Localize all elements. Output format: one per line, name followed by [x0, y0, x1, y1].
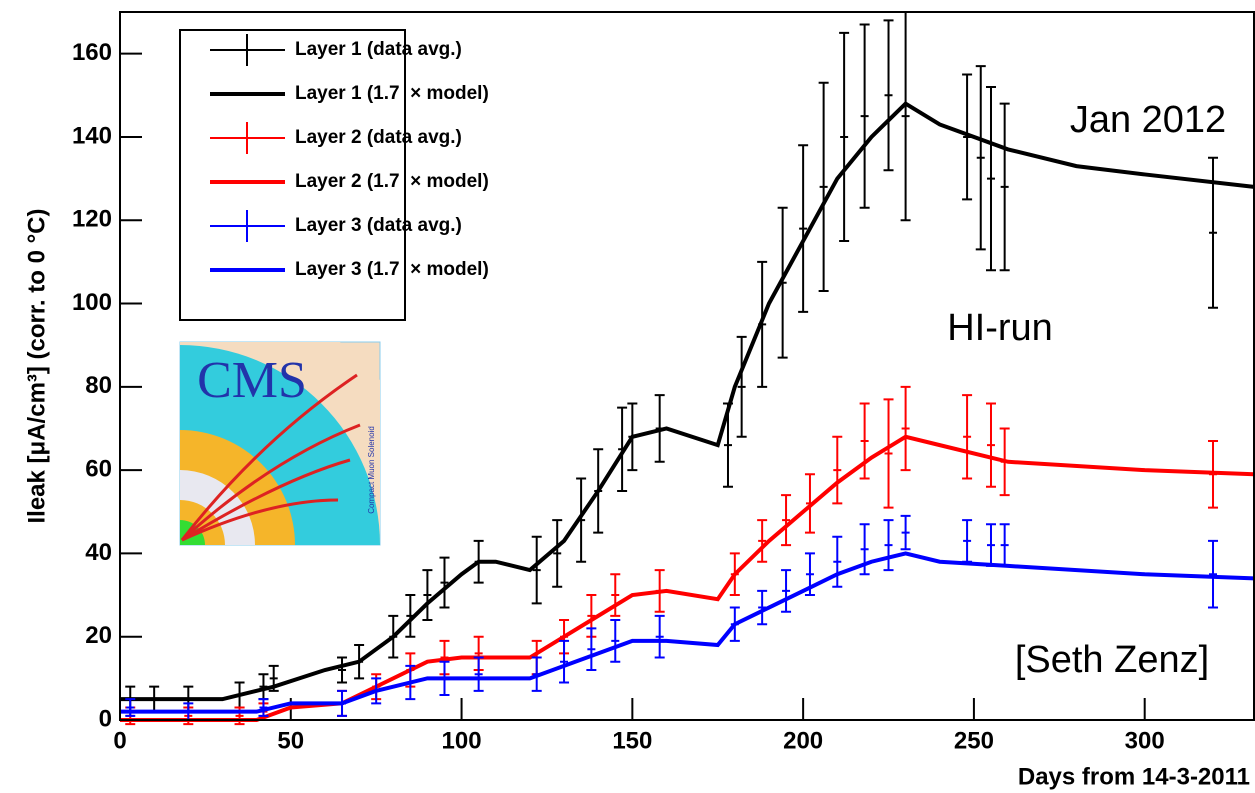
legend-label: Layer 1 (data avg.): [295, 39, 462, 60]
error-bar: [962, 519, 973, 563]
error-bar: [258, 698, 269, 717]
y-tick-label: 60: [85, 455, 112, 482]
error-bar: [985, 523, 996, 567]
error-bar: [617, 406, 628, 492]
error-bar: [883, 398, 894, 509]
error-bar: [832, 535, 843, 588]
error-bar: [900, 514, 911, 551]
legend-label: Layer 3 (1.7 × model): [295, 259, 489, 280]
x-tick-label: 250: [954, 727, 994, 754]
error-bar: [422, 569, 433, 622]
error-bar: [839, 31, 850, 243]
error-bar: [610, 573, 621, 617]
x-tick-label: 300: [1125, 727, 1165, 754]
error-bar: [962, 394, 973, 480]
legend-label: Layer 2 (1.7 × model): [295, 171, 489, 192]
y-tick-label: 100: [72, 289, 112, 316]
error-bar: [900, 385, 911, 472]
error-bar: [859, 23, 870, 209]
error-bar: [1208, 539, 1219, 609]
error-bar: [999, 523, 1010, 567]
error-bar: [439, 556, 450, 609]
error-bar: [883, 519, 894, 572]
error-bar: [473, 656, 484, 692]
y-tick-label: 120: [72, 206, 112, 233]
error-bar: [804, 552, 815, 597]
error-bar: [781, 569, 792, 613]
error-bar: [962, 73, 973, 201]
error-bar: [781, 494, 792, 547]
annotation: [Seth Zenz]: [1015, 639, 1209, 681]
error-bar: [818, 81, 829, 293]
error-bar: [757, 519, 768, 563]
y-tick-label: 160: [72, 39, 112, 66]
model-line: [120, 101, 1255, 702]
model-line: [120, 551, 1255, 714]
error-bar: [559, 639, 570, 684]
error-bar: [859, 523, 870, 576]
annotation: HI-run: [947, 307, 1053, 349]
error-bar: [757, 589, 768, 626]
error-bar: [586, 627, 597, 672]
error-bar: [900, 11, 911, 222]
error-bar: [610, 619, 621, 663]
error-bar: [832, 435, 843, 505]
x-tick-label: 50: [277, 727, 304, 754]
error-bar: [125, 698, 136, 717]
error-bar: [531, 535, 542, 605]
legend-label: Layer 3 (data avg.): [295, 215, 462, 236]
logo-text: CMS: [197, 352, 307, 409]
error-bar: [859, 402, 870, 480]
logo-subtext: Compact Muon Solenoid: [367, 426, 376, 514]
y-tick-label: 40: [85, 539, 112, 566]
x-axis-label: Days from 14-3-2011: [1018, 763, 1250, 790]
y-tick-label: 20: [85, 622, 112, 649]
error-bar: [654, 614, 665, 659]
error-bar: [1208, 156, 1219, 309]
error-bar: [234, 706, 245, 726]
error-bar: [999, 102, 1010, 272]
error-bar: [576, 477, 587, 563]
legend-box: [179, 29, 406, 321]
x-tick-label: 100: [442, 727, 482, 754]
x-tick-label: 0: [113, 727, 126, 754]
error-bar: [552, 519, 563, 588]
x-tick-label: 200: [783, 727, 823, 754]
annotation: Jan 2012: [1070, 99, 1226, 141]
legend-label: Layer 2 (data avg.): [295, 127, 462, 148]
error-bar: [798, 144, 809, 313]
y-tick-label: 140: [72, 122, 112, 149]
plot-frame: [119, 11, 1255, 721]
error-bar: [337, 656, 348, 684]
error-bar: [883, 19, 894, 172]
legend-label: Layer 1 (1.7 × model): [295, 83, 489, 104]
y-tick-label: 0: [99, 705, 112, 732]
model-line: [120, 434, 1255, 722]
x-tick-label: 150: [612, 727, 652, 754]
y-tick-label: 80: [85, 372, 112, 399]
error-bar: [985, 402, 996, 488]
error-bar: [975, 65, 986, 251]
error-bar: [405, 594, 416, 638]
error-bar: [268, 664, 279, 692]
y-axis-label: Ileak [μA/cm³] (corr. to 0 °C): [23, 208, 50, 523]
error-bar: [722, 402, 733, 488]
cms-logo: CMS Compact Muon Solenoid: [179, 341, 381, 546]
error-bar: [985, 85, 996, 272]
error-bar: [736, 335, 747, 438]
